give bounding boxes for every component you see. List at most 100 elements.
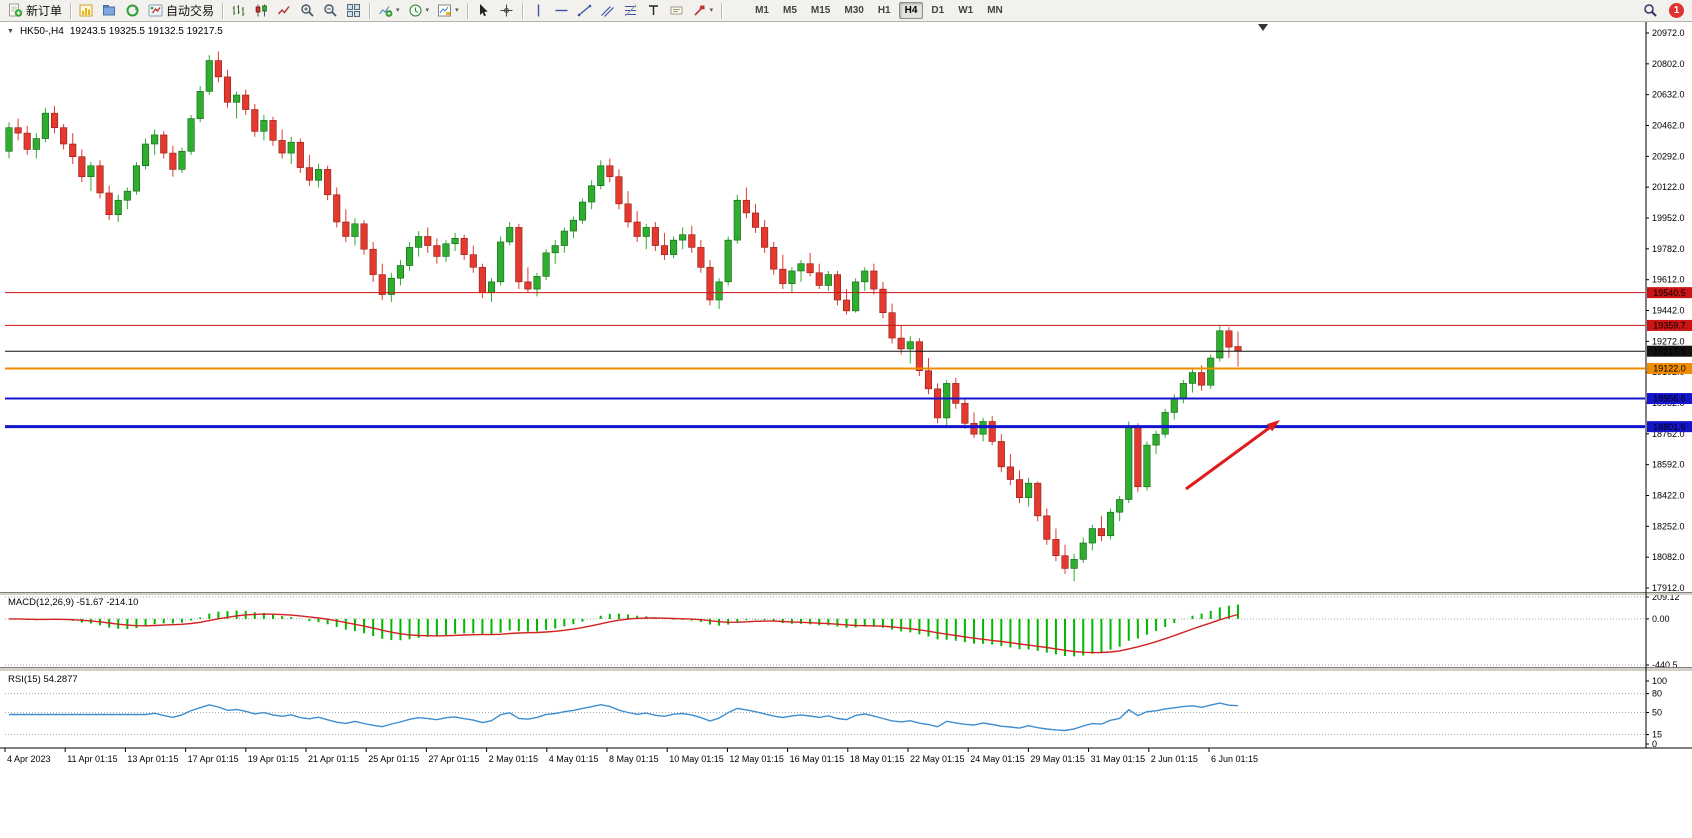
new-chart-button[interactable]	[75, 0, 98, 22]
y-axis-label: 18422.0	[1652, 491, 1685, 501]
timeframe-d1-button[interactable]: D1	[931, 5, 945, 16]
price-tag-label: 19217.5	[1653, 346, 1686, 356]
trend-arrow-annotation[interactable]	[1185, 424, 1274, 491]
candle-down	[251, 109, 259, 132]
zoom-out-button[interactable]	[319, 0, 342, 22]
text-icon	[648, 5, 658, 15]
candle-up	[260, 120, 268, 132]
new-order-button[interactable]: 新订单	[4, 0, 66, 22]
crosshair-button[interactable]	[495, 0, 518, 22]
candle-up	[551, 245, 559, 254]
candle-up	[487, 281, 496, 294]
candle-down	[1034, 482, 1042, 517]
candle-up	[451, 238, 459, 245]
clock-icon	[409, 4, 422, 17]
toolbar-separator	[222, 2, 224, 19]
timeframe-m5-button[interactable]: M5	[783, 5, 797, 16]
candle-down	[433, 245, 441, 257]
y-axis-label: 20122.0	[1652, 182, 1685, 192]
timeframe-mn-button[interactable]: MN	[987, 5, 1003, 16]
refresh-button[interactable]	[121, 0, 144, 22]
toolbar-separator	[369, 2, 371, 19]
refresh-icon	[126, 4, 139, 17]
candle-up	[542, 252, 550, 277]
notification-badge[interactable]: 1	[1669, 3, 1684, 18]
arrows-button[interactable]: ▾	[688, 0, 718, 22]
x-axis-label: 31 May 01:15	[1091, 754, 1146, 764]
tile-windows-button[interactable]	[342, 0, 365, 22]
candle-down	[424, 236, 432, 246]
rsi-scale-label: 100	[1652, 676, 1667, 686]
candle-up	[578, 201, 587, 221]
candle-up	[1116, 499, 1124, 513]
zoom-in-button[interactable]	[296, 0, 319, 22]
x-axis-label: 11 Apr 01:15	[67, 754, 117, 764]
candle-up	[351, 223, 359, 237]
cursor-button[interactable]	[472, 0, 495, 22]
candle-up	[41, 112, 49, 139]
candlestick-chart-button[interactable]	[250, 0, 273, 22]
candle-up	[679, 234, 687, 241]
candle-down	[214, 60, 222, 78]
candle-down	[1052, 539, 1060, 557]
templates-button[interactable]: ▾	[433, 0, 463, 22]
candle-down	[988, 421, 996, 442]
candle-down	[615, 176, 623, 205]
chart-ohlc-readout: 19243.5 19325.5 19132.5 19217.5	[69, 26, 223, 37]
candle-down	[1097, 528, 1105, 537]
candle-up	[1207, 357, 1215, 386]
candle-down	[160, 134, 168, 154]
templates-icon	[438, 4, 452, 17]
x-axis-label: 4 May 01:15	[549, 754, 599, 764]
bars-chart-button[interactable]	[227, 0, 250, 22]
label-button[interactable]	[665, 0, 688, 22]
timeframe-m1-button[interactable]: M1	[755, 5, 769, 16]
toolbar-separator	[721, 2, 723, 19]
x-axis-label: 6 Jun 01:15	[1211, 754, 1258, 764]
y-axis-label: 19782.0	[1652, 244, 1685, 254]
dropdown-caret-icon: ▾	[709, 7, 714, 14]
equidistant-channel-button[interactable]	[596, 0, 619, 22]
line-chart-button[interactable]	[273, 0, 296, 22]
x-axis-label: 13 Apr 01:15	[127, 754, 178, 764]
search-button[interactable]	[1639, 0, 1662, 22]
price-tag-label: 18956.6	[1653, 394, 1686, 404]
chart-shift-marker[interactable]	[1258, 24, 1268, 31]
trendline-button[interactable]	[573, 0, 596, 22]
chart-symbol-period: HK50-,H4	[19, 26, 64, 37]
candle-down	[934, 388, 942, 419]
horizontal-line-button[interactable]	[550, 0, 573, 22]
timeframe-m15-button[interactable]: M15	[810, 5, 831, 16]
indicators-button[interactable]: ▾	[374, 0, 404, 22]
candle-up	[314, 169, 323, 181]
auto-trading-button[interactable]: 自动交易	[144, 0, 218, 22]
candle-down	[369, 248, 377, 275]
candle-up	[861, 270, 869, 283]
vertical-line-button[interactable]	[527, 0, 550, 22]
timeframe-h1-button[interactable]: H1	[877, 5, 891, 16]
trend-arrow-head	[1266, 420, 1280, 432]
candle-up	[588, 185, 596, 203]
timeframe-h4-button[interactable]: H4	[898, 2, 924, 19]
candle-down	[1134, 426, 1142, 488]
timeframe-m30-button[interactable]: M30	[844, 5, 864, 16]
panel-splitter[interactable]	[0, 667, 1692, 671]
candle-down	[469, 254, 477, 268]
profiles-button[interactable]	[98, 0, 121, 22]
candle-up	[1088, 528, 1096, 544]
x-axis-label: 19 Apr 01:15	[248, 754, 299, 764]
timeframe-w1-button[interactable]: W1	[958, 5, 974, 16]
x-axis-label: 12 May 01:15	[729, 754, 784, 764]
candle-down	[478, 267, 486, 294]
x-axis-label: 24 May 01:15	[970, 754, 1025, 764]
periods-button[interactable]: ▾	[404, 0, 434, 22]
candle-up	[1143, 444, 1151, 488]
fibonacci-button[interactable]	[619, 0, 642, 22]
chart-collapse-button[interactable]: ▼	[7, 28, 14, 35]
text-button[interactable]	[642, 0, 665, 22]
candle-up	[178, 150, 186, 170]
chart-background[interactable]	[0, 22, 1692, 838]
panel-splitter[interactable]	[0, 592, 1692, 595]
candle-up	[715, 281, 723, 301]
